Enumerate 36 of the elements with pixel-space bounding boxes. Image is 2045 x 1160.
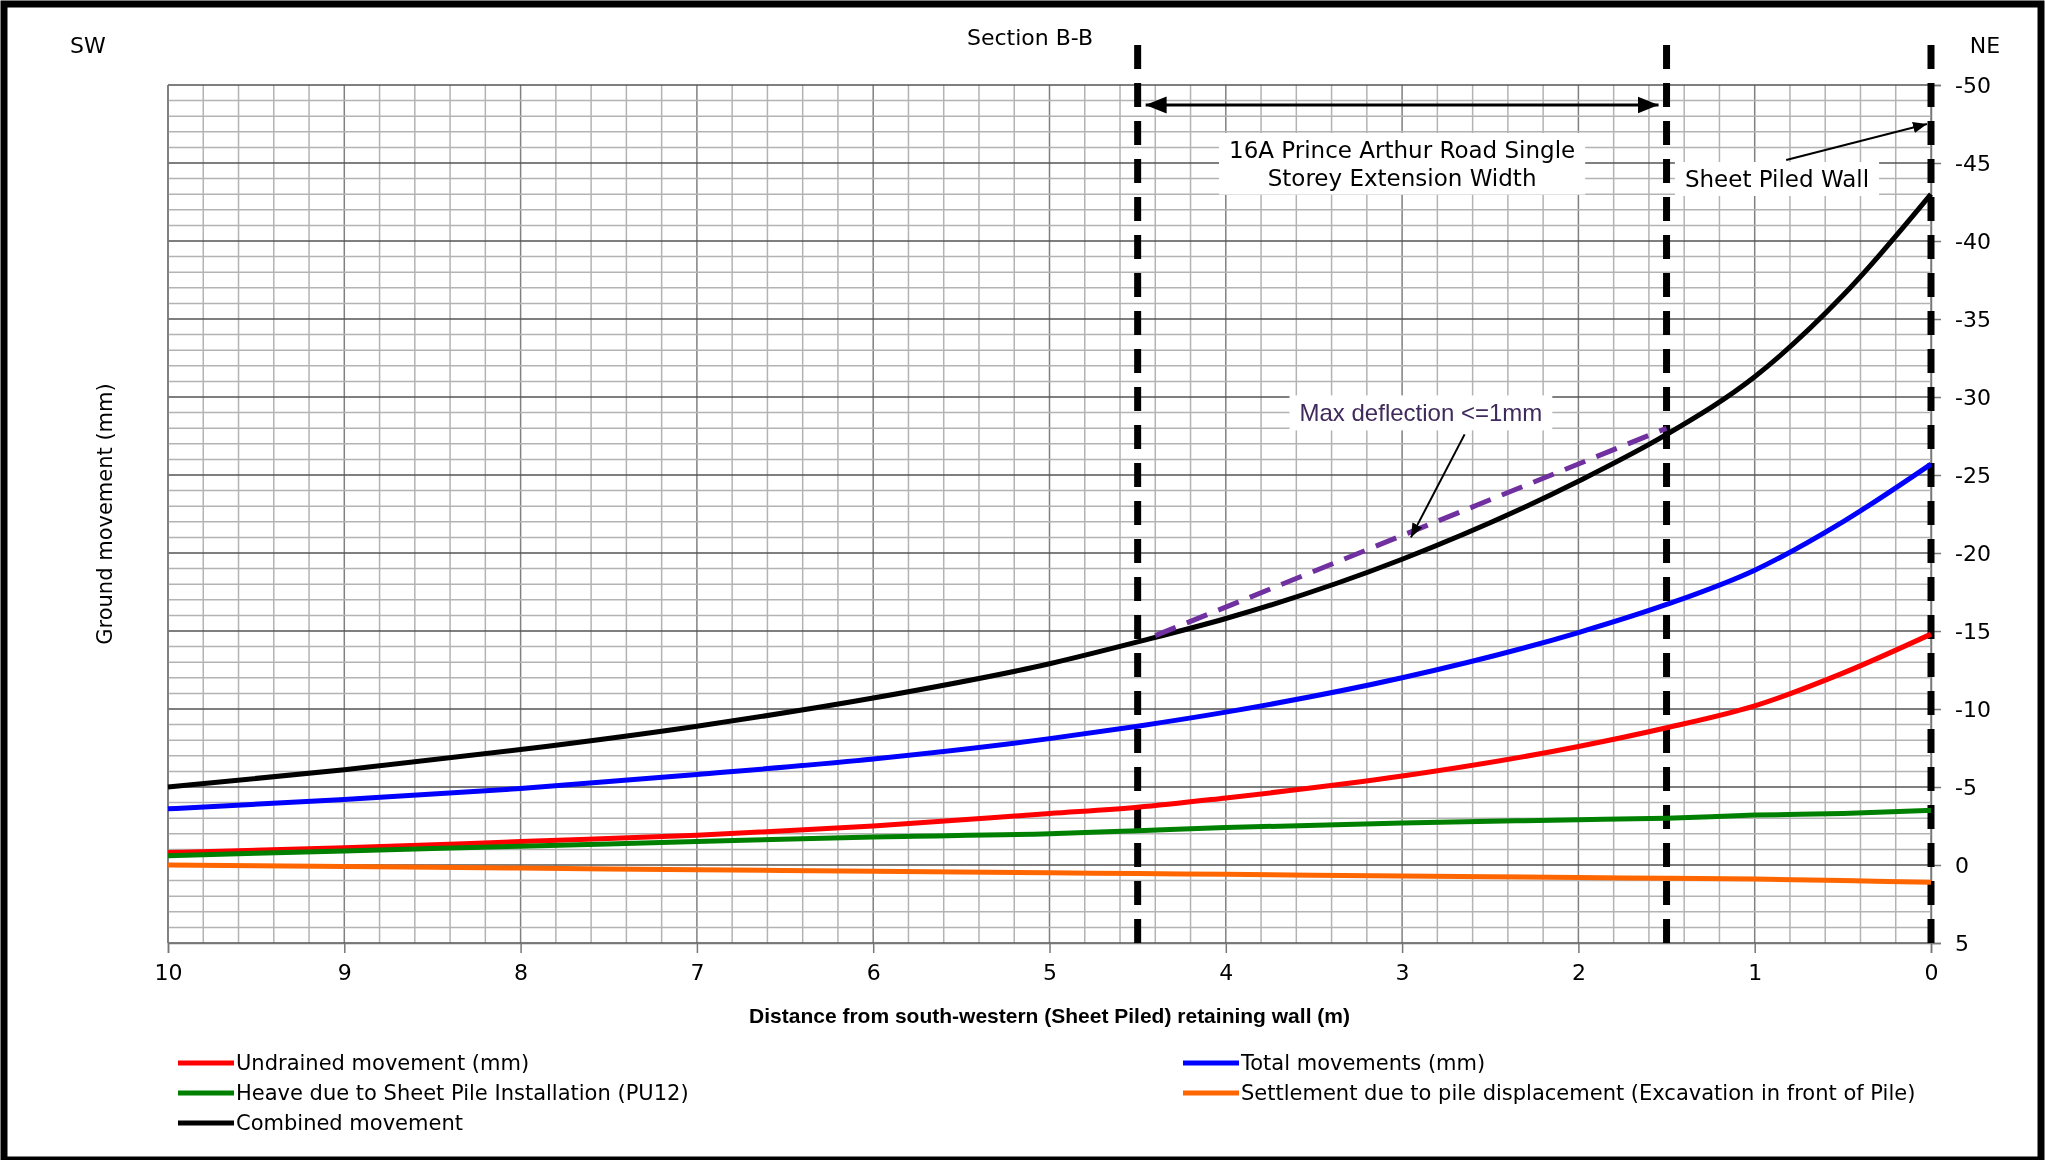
text: SW — [70, 33, 106, 58]
y-tick-label: -10 — [1955, 696, 1991, 722]
x-tick-label: 5 — [1043, 960, 1057, 986]
legend-label: Settlement due to pile displacement (Excavation in front of Pile) — [1241, 1081, 1916, 1105]
y-tick-label: -50 — [1955, 72, 1991, 98]
y-tick-label: 5 — [1955, 930, 1969, 956]
x-axis-title: Distance from south-western (Sheet Piled) retaining wall (m) — [749, 1004, 1350, 1027]
legend-label: Combined movement — [236, 1111, 463, 1135]
text: NE — [1969, 33, 2001, 58]
x-tick-label: 4 — [1219, 960, 1234, 986]
y-tick-label: -5 — [1955, 774, 1977, 800]
chart-title: Section B-B — [966, 25, 1094, 50]
annotation: Max deflection <=1mm — [1299, 399, 1543, 427]
y-tick-label: 0 — [1955, 852, 1969, 878]
y-axis-title: Ground movement (mm) — [93, 383, 117, 645]
annotation: 16A Prince Arthur Road Single Storey Extension Width — [1229, 137, 1576, 191]
x-tick-label: 0 — [1924, 960, 1939, 986]
annotation: Sheet Piled Wall — [1684, 166, 1870, 192]
x-tick-label: 1 — [1748, 960, 1763, 986]
legend-label: Total movements (mm) — [1240, 1051, 1486, 1075]
y-tick-label: -35 — [1955, 306, 1991, 332]
y-tick-label: -45 — [1955, 150, 1991, 176]
y-tick-label: -15 — [1955, 618, 1991, 644]
x-tick-label: 2 — [1571, 960, 1586, 986]
x-tick-label: 8 — [514, 960, 529, 986]
y-tick-label: -40 — [1955, 228, 1991, 254]
x-tick-label: 6 — [866, 960, 881, 986]
x-tick-label: 3 — [1395, 960, 1410, 986]
y-tick-label: -20 — [1955, 540, 1991, 566]
legend-label: Undrained movement (mm) — [236, 1051, 530, 1075]
legend-label: Heave due to Sheet Pile Installation (PU12) — [236, 1081, 689, 1105]
x-tick-label: 9 — [337, 960, 352, 986]
y-tick-label: -25 — [1955, 462, 1991, 488]
x-tick-label: 10 — [154, 960, 183, 986]
x-tick-label: 7 — [690, 960, 705, 986]
y-tick-label: -30 — [1955, 384, 1991, 410]
